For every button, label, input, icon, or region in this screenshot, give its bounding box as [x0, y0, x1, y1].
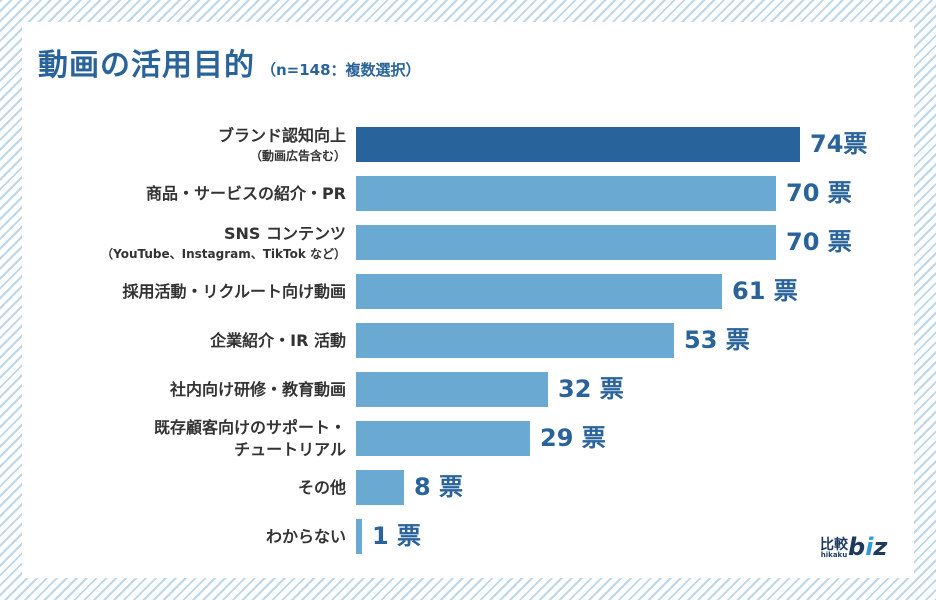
- bar: [356, 176, 776, 211]
- logo-jp: 比較 hikaku: [820, 538, 848, 559]
- category-label: 既存顧客向けのサポート・ チュートリアル: [26, 417, 346, 461]
- chart-title: 動画の活用目的 （n=148：複数選択）: [38, 40, 421, 84]
- category-label: その他: [26, 477, 346, 499]
- category-label-text: 社内向け研修・教育動画: [169, 379, 346, 399]
- bar-value-label: 29 票: [540, 424, 606, 452]
- bar-value-label: 70 票: [786, 179, 852, 207]
- hikaku-biz-logo: 比較 hikaku biz: [820, 535, 887, 559]
- bar: [356, 372, 548, 407]
- logo-biz: biz: [848, 533, 887, 561]
- category-label-text: 既存顧客向けのサポート・: [153, 417, 346, 437]
- category-label-text: その他: [297, 477, 346, 497]
- category-label: わからない: [26, 526, 346, 548]
- category-label-text: SNS コンテンツ: [223, 223, 346, 243]
- category-label: 企業紹介・IR 活動: [26, 330, 346, 352]
- category-label-text: 企業紹介・IR 活動: [210, 330, 346, 350]
- category-label: 採用活動・リクルート向け動画: [26, 281, 346, 303]
- bar: [356, 323, 674, 358]
- bar-value-label: 1 票: [372, 522, 422, 550]
- bar: [356, 225, 776, 260]
- category-label-text: 採用活動・リクルート向け動画: [122, 281, 346, 301]
- bar-value-label: 8 票: [414, 473, 464, 501]
- bar: [356, 519, 362, 554]
- bar: [356, 127, 800, 162]
- category-label-text: ブランド認知向上: [217, 125, 346, 145]
- category-label-text-line2: チュートリアル: [234, 439, 346, 459]
- bar-value-label: 32 票: [558, 375, 624, 403]
- category-label-text: 商品・サービスの紹介・PR: [145, 183, 346, 203]
- category-sublabel: （YouTube、Instagram、TikTok など）: [101, 246, 346, 261]
- bar: [356, 470, 404, 505]
- bar: [356, 274, 722, 309]
- logo-i: i: [865, 533, 874, 561]
- bar-value-label: 74票: [810, 130, 868, 158]
- bar-value-label: 70 票: [786, 228, 852, 256]
- category-label: SNS コンテンツ （YouTube、Instagram、TikTok など）: [26, 223, 346, 263]
- bar: [356, 421, 530, 456]
- category-label: ブランド認知向上 （動画広告含む）: [26, 125, 346, 165]
- logo-z: z: [873, 533, 888, 561]
- category-label-text: わからない: [265, 526, 346, 546]
- category-sublabel: （動画広告含む）: [249, 148, 346, 163]
- chart-subtitle: （n=148：複数選択）: [261, 61, 421, 79]
- bar-value-label: 53 票: [684, 326, 750, 354]
- category-label: 商品・サービスの紹介・PR: [26, 183, 346, 205]
- title-text: 動画の活用目的: [38, 48, 255, 83]
- logo-roma: hikaku: [820, 551, 848, 559]
- category-label: 社内向け研修・教育動画: [26, 379, 346, 401]
- logo-kanji: 比較: [820, 537, 848, 553]
- logo-b: b: [848, 533, 866, 561]
- bar-value-label: 61 票: [732, 277, 798, 305]
